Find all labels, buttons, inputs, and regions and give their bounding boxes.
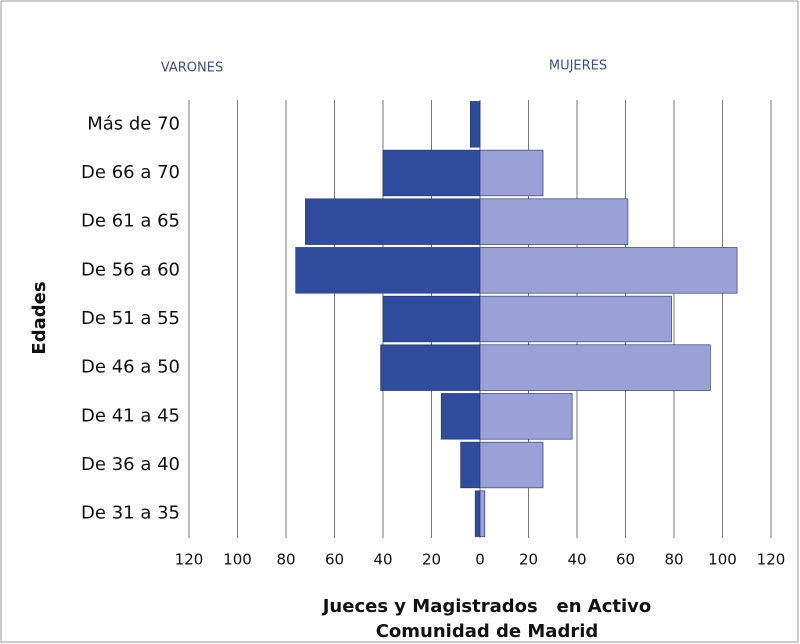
y-axis-label: Edades — [29, 281, 50, 354]
x-tick-label: 40 — [373, 551, 392, 569]
y-tick-label: De 31 a 35 — [81, 503, 180, 524]
bar — [460, 441, 481, 489]
bar — [382, 149, 481, 197]
x-tick-label: 80 — [664, 551, 683, 569]
x-tick-label: 20 — [422, 551, 441, 569]
bar — [479, 490, 486, 537]
bar — [305, 198, 481, 245]
y-tick-label: De 36 a 40 — [81, 454, 180, 475]
y-tick-label: De 61 a 65 — [81, 211, 180, 232]
bar — [440, 393, 481, 440]
chart-subtitle: Comunidad de Madrid — [376, 621, 599, 642]
legend-label: MUJERES — [549, 59, 607, 74]
x-tick-label: 20 — [519, 551, 538, 569]
y-tick-label: De 41 a 45 — [81, 405, 180, 426]
bar — [479, 198, 629, 245]
bar — [380, 344, 481, 391]
y-tick-label: De 66 a 70 — [81, 162, 180, 183]
bar — [479, 295, 672, 343]
bar — [474, 490, 481, 537]
y-tick-label: De 51 a 55 — [81, 308, 180, 329]
bar — [382, 295, 481, 343]
bar — [479, 149, 544, 197]
x-tick-label: 0 — [475, 551, 485, 569]
y-tick-label: Más de 70 — [87, 113, 180, 134]
bar — [479, 441, 544, 489]
x-tick-label: 120 — [757, 551, 786, 569]
x-tick-label: 60 — [616, 551, 635, 569]
legend-label: VARONES — [161, 61, 223, 76]
x-tick-label: 80 — [276, 551, 295, 569]
x-tick-label: 120 — [175, 551, 204, 569]
x-tick-label: 100 — [223, 551, 252, 569]
bar — [469, 101, 481, 148]
bar — [479, 344, 711, 391]
chart-title: Jueces y Magistrados en Activo — [321, 596, 652, 617]
bar — [295, 247, 481, 294]
x-tick-label: 100 — [708, 551, 737, 569]
bar — [479, 247, 738, 294]
x-tick-label: 60 — [325, 551, 344, 569]
x-tick-label: 40 — [567, 551, 586, 569]
y-tick-label: De 46 a 50 — [81, 357, 180, 378]
y-tick-label: De 56 a 60 — [81, 259, 180, 280]
bar — [479, 393, 573, 440]
